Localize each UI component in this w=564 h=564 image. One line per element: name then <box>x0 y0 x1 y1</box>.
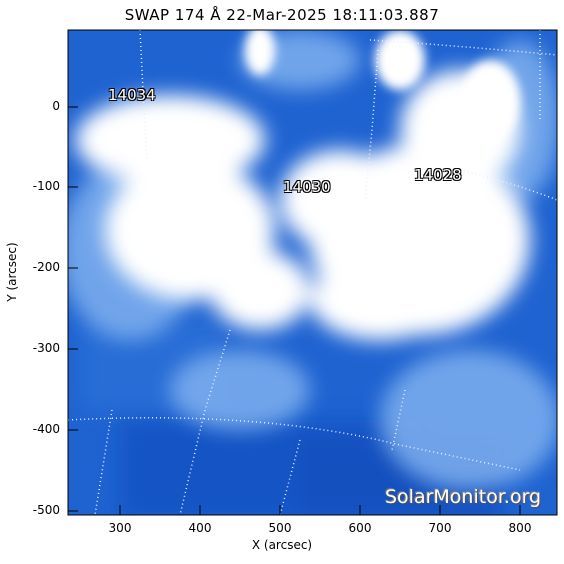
watermark: SolarMonitor.org <box>385 486 542 508</box>
y-tick-label: -300 <box>32 341 60 355</box>
solar-disk-region <box>68 30 557 515</box>
y-tick-label: -400 <box>32 422 60 436</box>
heliographic-grid <box>68 30 557 515</box>
x-tick-label: 500 <box>268 521 292 535</box>
y-tick-label: 0 <box>52 99 60 113</box>
active-region-label: 14030 <box>283 178 331 196</box>
image-title: SWAP 174 Å 22-Mar-2025 18:11:03.887 <box>124 6 440 24</box>
x-tick-label: 400 <box>188 521 212 535</box>
y-tick-label: -500 <box>32 503 60 517</box>
axis-ticks <box>68 106 521 515</box>
active-region-label: 14034 <box>108 86 156 104</box>
x-tick-label: 600 <box>348 521 372 535</box>
y-axis-label: Y (arcsec) <box>5 242 19 302</box>
y-tick-label: -100 <box>32 179 60 193</box>
x-axis-label: X (arcsec) <box>251 538 313 552</box>
x-tick-label: 700 <box>428 521 452 535</box>
active-region-label: 14028 <box>414 166 462 184</box>
x-tick-label: 800 <box>508 521 532 535</box>
x-tick-label: 300 <box>108 521 132 535</box>
y-tick-label: -200 <box>32 260 60 274</box>
